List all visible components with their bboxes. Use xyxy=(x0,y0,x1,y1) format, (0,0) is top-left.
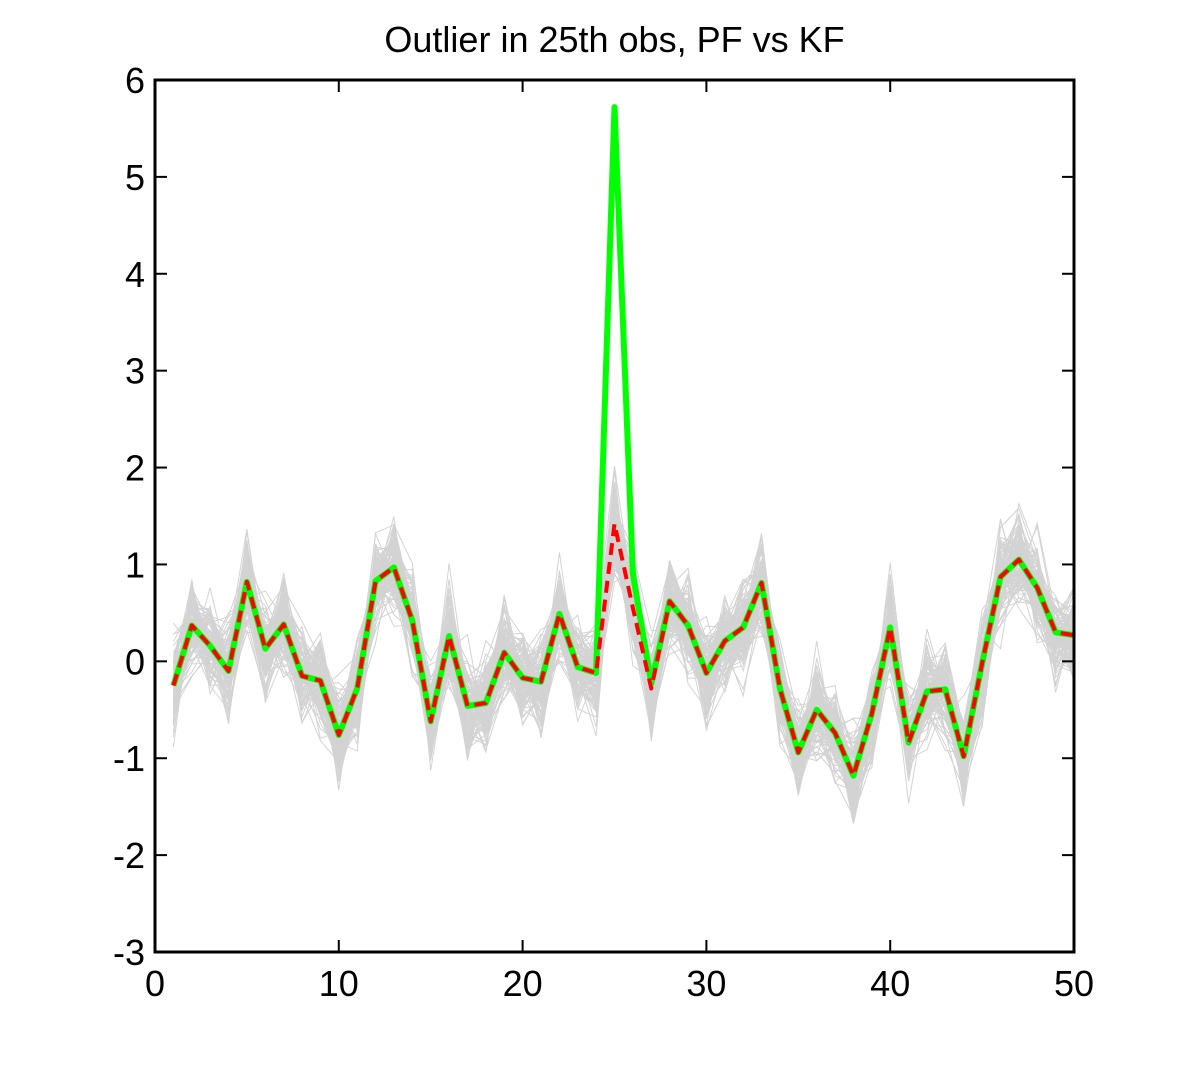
y-tick-label: 1 xyxy=(125,544,145,585)
x-tick-label: 30 xyxy=(686,963,726,1004)
y-tick-label: 0 xyxy=(125,641,145,682)
particle-path xyxy=(172,528,1074,793)
particle-path xyxy=(172,465,1074,795)
particle-path xyxy=(172,537,1074,791)
series-line-dashed xyxy=(171,521,1074,778)
x-tick-label: 40 xyxy=(870,963,910,1004)
y-tick-label: 5 xyxy=(125,157,145,198)
y-tick-label: 4 xyxy=(125,254,145,295)
y-tick-label: -3 xyxy=(113,932,145,973)
y-tick-label: -2 xyxy=(113,835,145,876)
axis-ticks: 0 10 20 30 40 50 -3 -2 -1 0 1 2 3 4 5 6 xyxy=(113,60,1094,1004)
particle-path xyxy=(172,482,1074,780)
y-tick-label: -1 xyxy=(113,738,145,779)
particle-path xyxy=(172,538,1074,761)
x-tick-label: 0 xyxy=(145,963,165,1004)
particle-path xyxy=(172,470,1074,805)
particle-path xyxy=(172,505,1074,787)
x-tick-label: 50 xyxy=(1054,963,1094,1004)
series-lines xyxy=(170,104,1074,779)
particle-path xyxy=(172,548,1074,785)
y-tick-label: 2 xyxy=(125,448,145,489)
particle-path xyxy=(172,541,1074,815)
x-tick-label: 20 xyxy=(503,963,543,1004)
plot-frame xyxy=(153,78,1076,954)
y-tick-label: 3 xyxy=(125,351,145,392)
particle-path xyxy=(172,486,1074,757)
x-tick-label: 10 xyxy=(319,963,359,1004)
chart-title: Outlier in 25th obs, PF vs KF xyxy=(384,19,844,60)
particle-paths xyxy=(172,465,1074,825)
y-tick-label: 6 xyxy=(125,60,145,101)
